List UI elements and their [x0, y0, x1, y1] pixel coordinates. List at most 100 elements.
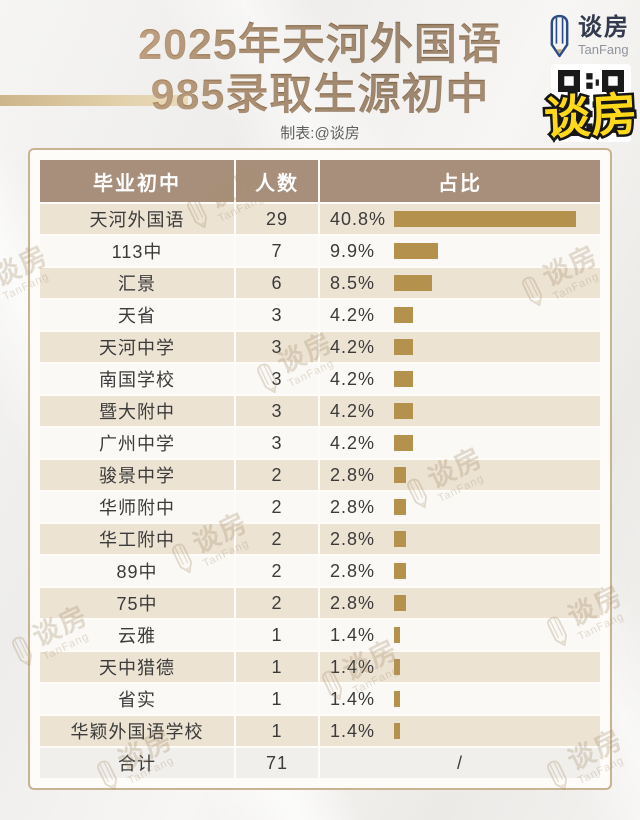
table-row: 天省 3 4.2% [40, 300, 600, 330]
count-cell: 71 [236, 748, 318, 778]
school-name-cell: 汇景 [40, 268, 234, 298]
percent-bar [394, 371, 413, 387]
percent-bar [394, 467, 406, 483]
school-name-cell: 75中 [40, 588, 234, 618]
table-row: 华师附中 2 2.8% [40, 492, 600, 522]
table-row: 省实 1 1.4% [40, 684, 600, 714]
percent-bar [394, 211, 576, 227]
percent-bar [394, 307, 413, 323]
count-cell: 2 [236, 588, 318, 618]
count-cell: 3 [236, 364, 318, 394]
school-name-cell: 骏景中学 [40, 460, 234, 490]
school-name-cell: 广州中学 [40, 428, 234, 458]
percent-label: 2.8% [330, 560, 376, 581]
percent-bar [394, 275, 432, 291]
ratio-cell: 2.8% [320, 588, 600, 618]
column-header-school: 毕业初中 [40, 160, 234, 202]
percent-label: 9.9% [330, 240, 376, 261]
percent-label: 4.2% [330, 304, 376, 325]
count-cell: 1 [236, 684, 318, 714]
table-row: 天中猎德 1 1.4% [40, 652, 600, 682]
school-name-cell: 暨大附中 [40, 396, 234, 426]
percent-bar [394, 243, 438, 259]
ratio-cell: 1.4% [320, 684, 600, 714]
count-cell: 2 [236, 556, 318, 586]
table-row: 广州中学 3 4.2% [40, 428, 600, 458]
ratio-cell: 1.4% [320, 652, 600, 682]
table-row: 天河中学 3 4.2% [40, 332, 600, 362]
count-cell: 1 [236, 716, 318, 746]
school-name-cell: 华工附中 [40, 524, 234, 554]
table-row: 汇景 6 8.5% [40, 268, 600, 298]
count-cell: 3 [236, 332, 318, 362]
percent-bar [394, 531, 406, 547]
school-name-cell: 天省 [40, 300, 234, 330]
percent-bar [394, 563, 406, 579]
ratio-cell: 4.2% [320, 364, 600, 394]
percent-label: 4.2% [330, 432, 376, 453]
percent-label: 1.4% [330, 624, 376, 645]
table-row: 云雅 1 1.4% [40, 620, 600, 650]
percent-label: 4.2% [330, 336, 376, 357]
percent-bar [394, 691, 400, 707]
brand-name-en: TanFang [578, 42, 629, 57]
percent-bar [394, 595, 406, 611]
pencil-icon [546, 14, 573, 59]
school-name-cell: 省实 [40, 684, 234, 714]
ratio-cell: 2.8% [320, 492, 600, 522]
percent-bar [394, 499, 406, 515]
column-header-count: 人数 [236, 160, 318, 202]
ratio-cell: 8.5% [320, 268, 600, 298]
count-cell: 3 [236, 300, 318, 330]
percent-label: 2.8% [330, 496, 376, 517]
brand-logo: 谈房 TanFang [546, 14, 630, 59]
count-cell: 2 [236, 460, 318, 490]
table-row: 南国学校 3 4.2% [40, 364, 600, 394]
ratio-cell: 4.2% [320, 396, 600, 426]
table-row: 113中 7 9.9% [40, 236, 600, 266]
ratio-cell: 2.8% [320, 460, 600, 490]
table-row: 75中 2 2.8% [40, 588, 600, 618]
percent-label: 2.8% [330, 464, 376, 485]
table-row: 华颖外国语学校 1 1.4% [40, 716, 600, 746]
table-row: 天河外国语 29 40.8% [40, 204, 600, 234]
count-cell: 7 [236, 236, 318, 266]
ratio-cell: 2.8% [320, 524, 600, 554]
percent-label: 4.2% [330, 400, 376, 421]
ratio-cell: / [320, 748, 600, 778]
table-row: 89中 2 2.8% [40, 556, 600, 586]
percent-bar [394, 627, 400, 643]
school-name-cell: 云雅 [40, 620, 234, 650]
table-body: 天河外国语 29 40.8% 113中 7 9.9% 汇景 6 8.5% 天省 … [40, 204, 600, 778]
percent-bar [394, 723, 400, 739]
ratio-cell: 2.8% [320, 556, 600, 586]
table-row: 骏景中学 2 2.8% [40, 460, 600, 490]
school-name-cell: 华师附中 [40, 492, 234, 522]
page-title-line1: 2025年天河外国语 [0, 20, 640, 70]
ratio-cell: 4.2% [320, 332, 600, 362]
school-name-cell: 天河外国语 [40, 204, 234, 234]
count-cell: 3 [236, 396, 318, 426]
ratio-cell: 9.9% [320, 236, 600, 266]
count-cell: 1 [236, 652, 318, 682]
table-row: 暨大附中 3 4.2% [40, 396, 600, 426]
percent-bar [394, 339, 413, 355]
column-header-ratio: 占比 [320, 160, 600, 202]
percent-bar [394, 435, 413, 451]
ratio-cell: 4.2% [320, 428, 600, 458]
school-name-cell: 华颖外国语学校 [40, 716, 234, 746]
count-cell: 3 [236, 428, 318, 458]
school-name-cell: 天河中学 [40, 332, 234, 362]
ratio-cell: 4.2% [320, 300, 600, 330]
percent-label: 2.8% [330, 592, 376, 613]
ratio-cell: 1.4% [320, 716, 600, 746]
percent-label: 2.8% [330, 528, 376, 549]
ratio-cell: 40.8% [320, 204, 600, 234]
percent-bar [394, 659, 400, 675]
percent-label: 4.2% [330, 368, 376, 389]
qr-sticker: 谈房 [540, 64, 640, 147]
data-table-card: 毕业初中 人数 占比 天河外国语 29 40.8% 113中 7 9.9% 汇景… [28, 148, 612, 790]
table-row: 华工附中 2 2.8% [40, 524, 600, 554]
school-name-cell: 合计 [40, 748, 234, 778]
